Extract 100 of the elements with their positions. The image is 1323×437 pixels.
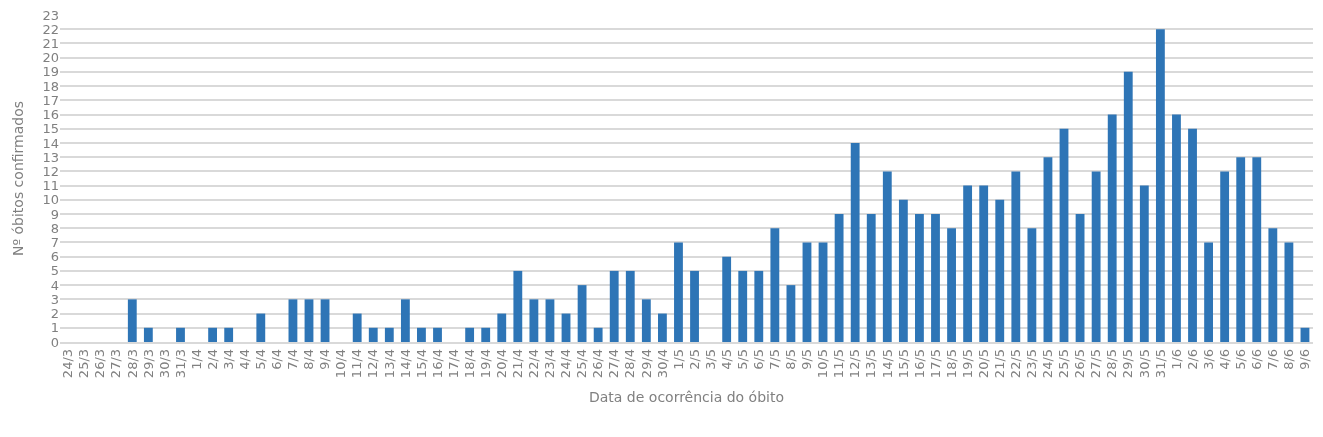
y-axis-title: Nº óbitos confirmados bbox=[10, 100, 27, 257]
bar bbox=[1107, 114, 1117, 342]
bar bbox=[256, 313, 266, 342]
bar bbox=[786, 285, 796, 342]
bar bbox=[882, 171, 892, 342]
bar bbox=[931, 214, 940, 342]
x-tick-label: 24/5 bbox=[1040, 348, 1056, 379]
x-axis-title: Data de ocorrência do óbito bbox=[588, 388, 785, 405]
y-tick-label: 23 bbox=[42, 7, 59, 23]
x-tick-label: 3/5 bbox=[702, 348, 718, 370]
bar bbox=[352, 313, 362, 342]
y-tick-label: 21 bbox=[42, 35, 59, 51]
y-tick-label: 15 bbox=[42, 121, 59, 137]
bar bbox=[1043, 157, 1053, 342]
x-tick-label: 11/5 bbox=[831, 348, 847, 379]
bar bbox=[513, 270, 523, 342]
x-tick-label: 5/4 bbox=[253, 348, 269, 370]
x-tick-label: 26/5 bbox=[1072, 348, 1088, 379]
y-tick-label: 18 bbox=[42, 78, 59, 94]
bar bbox=[947, 228, 956, 342]
x-tick-label: 31/3 bbox=[172, 348, 188, 379]
x-tick-label: 20/4 bbox=[493, 348, 509, 379]
bar bbox=[384, 327, 394, 342]
bar bbox=[465, 327, 475, 342]
bar bbox=[304, 299, 314, 342]
x-tick-label: 18/5 bbox=[943, 348, 959, 379]
x-tick-label: 10/5 bbox=[815, 348, 831, 379]
bar bbox=[288, 299, 298, 342]
x-tick-label: 30/3 bbox=[156, 348, 172, 379]
y-tick-label: 0 bbox=[50, 334, 59, 350]
bar bbox=[1075, 214, 1085, 342]
x-tick-label: 20/5 bbox=[975, 348, 991, 379]
x-tick-label: 27/4 bbox=[606, 348, 622, 379]
x-tick-label: 19/5 bbox=[959, 348, 975, 379]
x-tick-label: 22/4 bbox=[526, 348, 542, 379]
x-tick-label: 5/5 bbox=[734, 348, 750, 370]
y-tick-label: 16 bbox=[42, 107, 59, 123]
x-tick-label: 26/4 bbox=[590, 348, 606, 379]
x-tick-label: 12/5 bbox=[847, 348, 863, 379]
bar bbox=[208, 327, 218, 342]
x-tick-label: 30/4 bbox=[654, 348, 670, 379]
x-tick-label: 9/5 bbox=[799, 348, 815, 370]
y-tick-label: 19 bbox=[42, 64, 59, 80]
x-tick-label: 31/5 bbox=[1152, 348, 1168, 379]
x-tick-label: 23/4 bbox=[542, 348, 558, 379]
bar bbox=[1268, 228, 1278, 342]
bar bbox=[176, 327, 185, 342]
bar bbox=[834, 214, 844, 342]
y-tick-label: 4 bbox=[50, 277, 59, 293]
bar bbox=[529, 299, 539, 342]
bar bbox=[433, 327, 442, 342]
x-tick-label: 6/5 bbox=[751, 348, 767, 370]
bar bbox=[979, 185, 989, 342]
y-tick-label: 12 bbox=[42, 163, 59, 179]
x-tick-label: 7/5 bbox=[767, 348, 783, 370]
bar bbox=[641, 299, 651, 342]
x-tick-label: 2/5 bbox=[686, 348, 702, 370]
x-tick-label: 5/6 bbox=[1232, 348, 1248, 370]
y-tick-label: 1 bbox=[50, 320, 59, 336]
x-tick-label: 16/4 bbox=[429, 348, 445, 379]
bar bbox=[1236, 157, 1246, 342]
x-tick-label: 22/5 bbox=[1008, 348, 1024, 379]
y-tick-label: 5 bbox=[50, 263, 59, 279]
x-tick-label: 28/5 bbox=[1104, 348, 1120, 379]
bar bbox=[657, 313, 667, 342]
bar bbox=[127, 299, 137, 342]
x-tick-label: 21/5 bbox=[991, 348, 1007, 379]
bar bbox=[963, 185, 973, 342]
bar bbox=[802, 242, 812, 342]
bar bbox=[738, 270, 748, 342]
bar bbox=[1059, 128, 1069, 342]
bar bbox=[1123, 71, 1133, 342]
y-tick-label: 6 bbox=[50, 249, 59, 265]
bar bbox=[625, 270, 635, 342]
bar bbox=[224, 327, 234, 342]
x-tick-label: 10/4 bbox=[333, 348, 349, 379]
bar bbox=[1027, 228, 1037, 342]
x-tick-label: 27/3 bbox=[108, 348, 124, 379]
x-tick-label: 25/4 bbox=[574, 348, 590, 379]
bar bbox=[417, 327, 426, 342]
x-tick-label: 26/3 bbox=[92, 348, 108, 379]
bar bbox=[690, 270, 699, 342]
bar bbox=[866, 214, 876, 342]
x-tick-label: 4/6 bbox=[1216, 348, 1232, 370]
x-tick-label: 15/4 bbox=[413, 348, 429, 379]
x-tick-label: 9/6 bbox=[1297, 348, 1313, 370]
y-tick-label: 9 bbox=[50, 206, 59, 222]
bar bbox=[143, 327, 153, 342]
x-tick-label: 15/5 bbox=[895, 348, 911, 379]
bar bbox=[674, 242, 683, 342]
y-tick-label: 3 bbox=[50, 291, 59, 307]
y-tick-label: 10 bbox=[42, 192, 59, 208]
bar bbox=[850, 142, 860, 342]
bar bbox=[722, 256, 732, 342]
x-tick-label: 17/4 bbox=[445, 348, 461, 379]
x-tick-label: 16/5 bbox=[911, 348, 927, 379]
bar bbox=[898, 199, 908, 342]
bar bbox=[915, 214, 924, 342]
bar bbox=[1091, 171, 1101, 342]
x-tick-label: 29/3 bbox=[140, 348, 156, 379]
